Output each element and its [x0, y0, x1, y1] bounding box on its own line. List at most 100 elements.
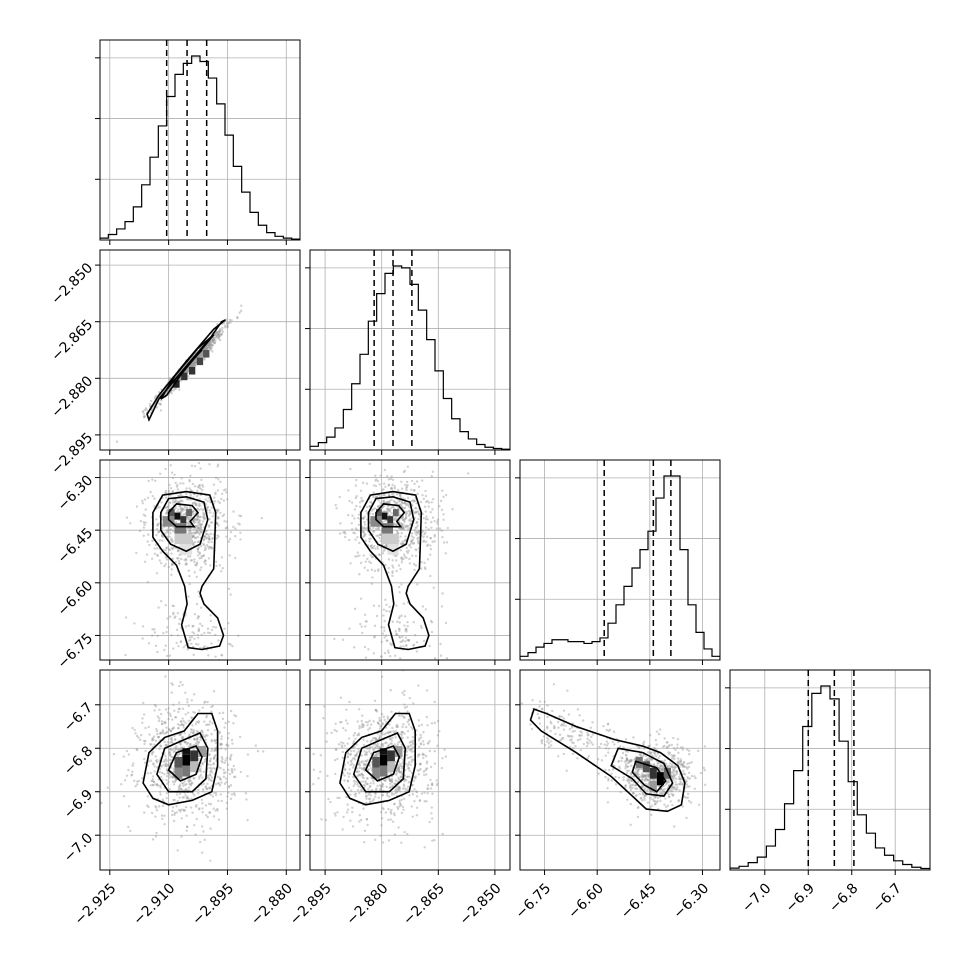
sample-point: [368, 719, 371, 723]
sample-point: [209, 778, 212, 782]
sample-point: [644, 776, 648, 779]
sample-point: [149, 399, 153, 403]
sample-point: [192, 519, 196, 522]
sample-point: [198, 769, 202, 772]
sample-point: [347, 775, 350, 778]
sample-point: [400, 504, 403, 507]
sample-point: [378, 734, 382, 738]
sample-point: [403, 790, 407, 793]
sample-point: [206, 631, 210, 634]
sample-point: [387, 478, 391, 481]
sample-point: [430, 806, 434, 809]
sample-point: [164, 732, 167, 735]
sample-point: [218, 335, 222, 338]
sample-point: [400, 531, 403, 535]
sample-point: [344, 729, 347, 732]
sample-point: [407, 544, 411, 547]
sample-point: [170, 748, 173, 752]
sample-point: [173, 780, 177, 784]
sample-point: [192, 777, 196, 780]
sample-point: [204, 733, 208, 737]
sample-point: [417, 739, 421, 742]
sample-point: [418, 512, 421, 515]
sample-point: [190, 464, 194, 468]
sample-point: [405, 487, 408, 490]
sample-point: [635, 772, 638, 776]
sample-point: [186, 555, 190, 558]
sample-point: [415, 806, 419, 809]
density-cell: [190, 761, 199, 773]
sample-point: [177, 548, 180, 552]
sample-point: [403, 830, 406, 834]
sample-point: [220, 556, 224, 559]
sample-point: [216, 515, 220, 519]
sample-point: [229, 758, 232, 761]
sample-point: [189, 559, 193, 562]
sample-point: [416, 539, 420, 542]
sample-point: [161, 722, 164, 726]
sample-point: [618, 745, 622, 748]
sample-point: [346, 742, 349, 745]
sample-point: [346, 756, 350, 759]
sample-point: [225, 756, 229, 760]
sample-point: [580, 734, 583, 737]
sample-point: [201, 350, 204, 354]
sample-point: [209, 793, 213, 796]
sample-point: [422, 756, 425, 760]
sample-point: [404, 629, 407, 632]
sample-point: [338, 532, 342, 535]
sample-point: [198, 484, 202, 487]
sample-point: [193, 632, 196, 635]
sample-point: [224, 488, 227, 491]
sample-point: [211, 350, 214, 353]
sample-point: [220, 328, 224, 332]
sample-point: [629, 786, 632, 789]
sample-point: [416, 510, 420, 513]
sample-point: [164, 744, 167, 747]
sample-point: [370, 501, 373, 504]
sample-point: [379, 811, 383, 814]
sample-point: [220, 759, 223, 763]
sample-point: [229, 643, 232, 646]
sample-point: [186, 516, 189, 520]
sample-point: [405, 503, 408, 507]
sample-point: [434, 657, 437, 660]
sample-point: [181, 683, 184, 687]
sample-point: [358, 774, 362, 777]
sample-point: [399, 535, 402, 538]
sample-point: [368, 784, 372, 788]
sample-point: [398, 591, 401, 594]
sample-point: [388, 778, 391, 782]
sample-point: [397, 778, 401, 781]
sample-point: [142, 416, 146, 419]
sample-point: [222, 488, 226, 492]
sample-point: [154, 806, 158, 809]
sample-point: [192, 534, 195, 537]
sample-point: [340, 741, 343, 744]
sample-point: [392, 457, 394, 459]
sample-point: [372, 743, 376, 746]
sample-point: [188, 529, 191, 532]
sample-point: [171, 547, 174, 551]
sample-point: [407, 781, 410, 784]
sample-point: [216, 334, 219, 337]
sample-point: [361, 767, 364, 771]
sample-point: [159, 775, 163, 779]
sample-point: [362, 517, 365, 520]
sample-point: [184, 721, 187, 725]
sample-point: [229, 709, 233, 713]
sample-point: [161, 730, 165, 733]
sample-point: [177, 622, 181, 626]
sample-point: [191, 482, 195, 486]
sample-point: [403, 787, 407, 790]
sample-point: [220, 333, 223, 336]
sample-point: [161, 804, 165, 808]
sample-point: [170, 775, 173, 778]
sample-point: [170, 740, 173, 744]
sample-point: [239, 514, 243, 518]
sample-point: [406, 720, 409, 724]
sample-point: [394, 779, 398, 782]
sample-point: [423, 505, 427, 508]
sample-point: [372, 720, 375, 723]
sample-point: [425, 800, 428, 803]
